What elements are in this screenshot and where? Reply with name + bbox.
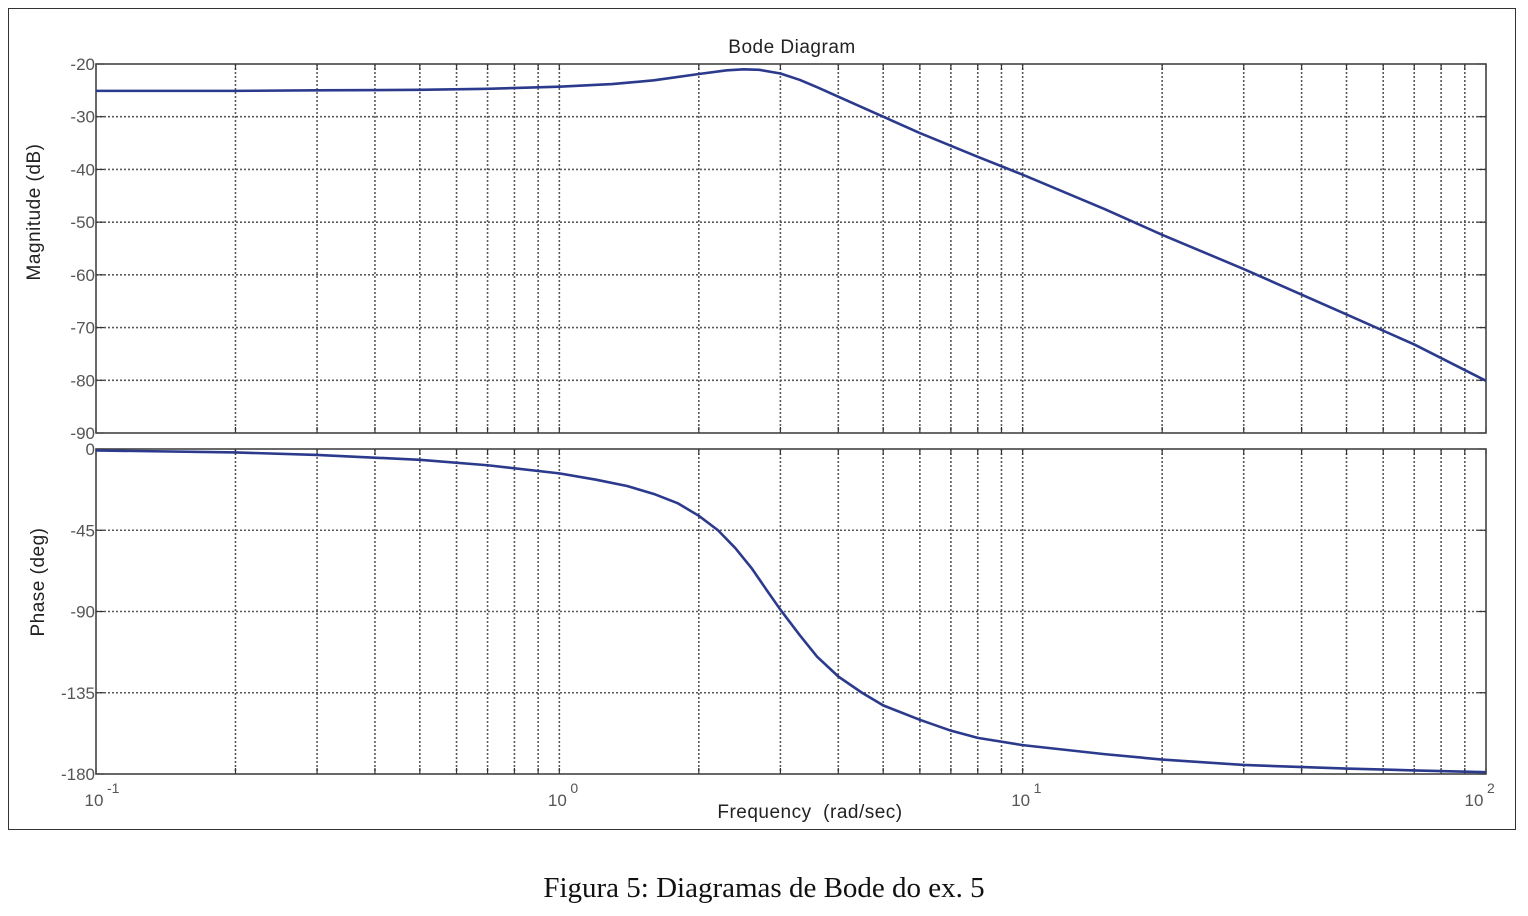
x-tick-exponent: 1	[1034, 780, 1042, 796]
magnitude-ytick-label: -60	[70, 266, 95, 285]
magnitude-ytick-label: -30	[70, 108, 95, 127]
phase-series-line	[95, 449, 1487, 774]
phase-axes-box	[95, 448, 1487, 775]
magnitude-panel: -20 -30 -40 -50 -60 -70 -80 -90	[70, 55, 1487, 443]
magnitude-axes-box	[95, 63, 1487, 434]
magnitude-ytick-label: -80	[70, 371, 95, 390]
phase-ytick-label: -45	[70, 521, 95, 540]
magnitude-ytick-label: -70	[70, 319, 95, 338]
magnitude-ytick-label: -20	[70, 55, 95, 74]
x-tick-label: 10	[548, 791, 567, 810]
magnitude-ytick-label: -50	[70, 213, 95, 232]
magnitude-ytick-label: -90	[70, 424, 95, 443]
x-axis-label: Frequency (rad/sec)	[717, 802, 902, 823]
x-tick-exponent: 0	[570, 780, 578, 796]
magnitude-ylabel: Magnitude (dB)	[24, 144, 45, 281]
x-tick-exponent: 2	[1487, 780, 1495, 796]
x-tick-label: 10	[1465, 791, 1484, 810]
chart-title: Bode Diagram	[728, 37, 855, 58]
phase-ytick-label: -180	[61, 765, 95, 784]
phase-panel: 0 -45 -90 -135 -180	[61, 440, 1487, 784]
phase-ylabel: Phase (deg)	[28, 527, 49, 636]
x-tick-exponent: -1	[107, 780, 120, 796]
phase-ytick-label: 0	[86, 440, 95, 459]
magnitude-series-line	[96, 67, 1487, 382]
x-tick-label: 10	[85, 791, 104, 810]
phase-ytick-label: -90	[70, 603, 95, 622]
x-tick-label: 10	[1011, 791, 1030, 810]
figure-caption: Figura 5: Diagramas de Bode do ex. 5	[543, 872, 985, 904]
magnitude-ytick-label: -40	[70, 160, 95, 179]
phase-ytick-label: -135	[61, 684, 95, 703]
